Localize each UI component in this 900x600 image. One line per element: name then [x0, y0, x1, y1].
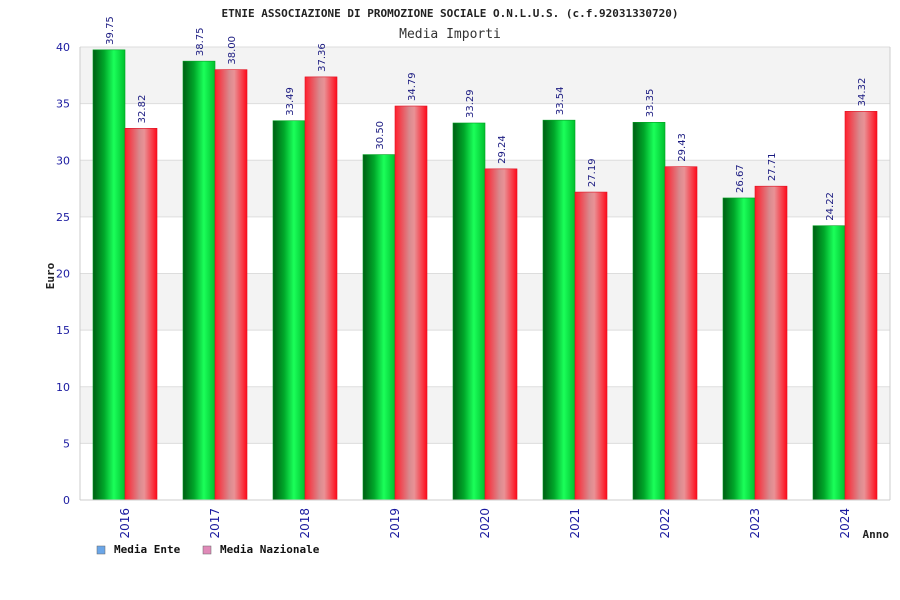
x-tick-label: 2020 [478, 508, 492, 539]
value-label: 39.75 [105, 16, 116, 45]
value-label: 24.22 [825, 192, 836, 221]
bar-media-nazionale-2018 [304, 76, 338, 501]
legend-swatch-media-ente [96, 545, 106, 555]
value-label: 38.00 [227, 36, 238, 65]
y-tick-label: 0 [63, 494, 70, 507]
y-tick-labels: 0 5 10 15 20 25 30 35 40 [56, 41, 70, 507]
value-label: 33.49 [285, 87, 296, 116]
bar-media-nazionale-2020 [484, 168, 518, 501]
value-label: 37.36 [317, 43, 328, 72]
x-tick-label: 2019 [388, 508, 402, 539]
legend-label-media-ente: Media Ente [114, 543, 181, 556]
bar-media-ente-2020 [452, 122, 486, 501]
chart-subtitle: Media Importi [399, 27, 501, 42]
bars [92, 49, 878, 501]
x-tick-label: 2023 [748, 508, 762, 539]
value-label: 30.50 [375, 121, 386, 150]
value-label: 33.29 [465, 89, 476, 118]
y-tick-label: 40 [56, 41, 70, 54]
x-tick-label: 2022 [658, 508, 672, 539]
x-tick-label: 2016 [118, 508, 132, 539]
y-tick-label: 5 [63, 437, 70, 450]
x-tick-labels: 2016 2017 2018 2019 2020 2021 2022 2023 2024 [118, 508, 852, 539]
value-label: 38.75 [195, 28, 206, 57]
y-axis-label: Euro [44, 262, 57, 289]
value-label: 27.71 [767, 153, 778, 182]
bar-media-ente-2021 [542, 119, 576, 501]
bar-media-nazionale-2023 [754, 185, 788, 501]
value-label: 34.79 [407, 72, 418, 101]
y-tick-label: 15 [56, 324, 70, 337]
bar-media-ente-2022 [632, 122, 666, 501]
value-label: 34.32 [857, 78, 868, 107]
bar-media-nazionale-2022 [664, 166, 698, 501]
y-tick-label: 25 [56, 211, 70, 224]
y-tick-label: 10 [56, 381, 70, 394]
bar-media-ente-2024 [812, 225, 846, 501]
y-tick-label: 30 [56, 154, 70, 167]
bar-media-ente-2023 [722, 197, 756, 501]
bar-media-nazionale-2016 [124, 128, 158, 501]
value-label: 29.24 [497, 135, 508, 164]
x-tick-label: 2018 [298, 508, 312, 539]
value-labels: 39.75 32.82 38.75 38.00 33.49 37.36 30.50 34.79… [105, 16, 868, 221]
value-label: 26.67 [735, 164, 746, 193]
value-label: 27.19 [587, 158, 598, 187]
legend-swatch-media-nazionale [202, 545, 212, 555]
y-tick-label: 35 [56, 98, 70, 111]
bar-media-nazionale-2017 [214, 69, 248, 501]
bar-media-ente-2018 [272, 120, 306, 501]
axes [79, 47, 891, 501]
value-label: 32.82 [137, 95, 148, 124]
bar-media-ente-2016 [92, 49, 126, 501]
x-tick-label: 2017 [208, 508, 222, 539]
x-tick-label: 2021 [568, 508, 582, 539]
legend: Media Ente Media Nazionale [96, 543, 320, 556]
y-tick-label: 20 [56, 268, 70, 281]
bar-media-nazionale-2024 [844, 111, 878, 501]
value-label: 33.35 [645, 89, 656, 118]
bar-media-nazionale-2019 [394, 105, 428, 501]
chart-title: ETNIE ASSOCIAZIONE DI PROMOZIONE SOCIALE… [222, 7, 679, 20]
value-label: 33.54 [555, 87, 566, 116]
legend-label-media-nazionale: Media Nazionale [220, 543, 320, 556]
bar-media-ente-2019 [362, 154, 396, 501]
value-label: 29.43 [677, 133, 688, 162]
bar-media-nazionale-2021 [574, 191, 608, 501]
x-axis-label: Anno [863, 528, 890, 541]
x-tick-label: 2024 [838, 508, 852, 539]
bar-media-ente-2017 [182, 60, 216, 501]
